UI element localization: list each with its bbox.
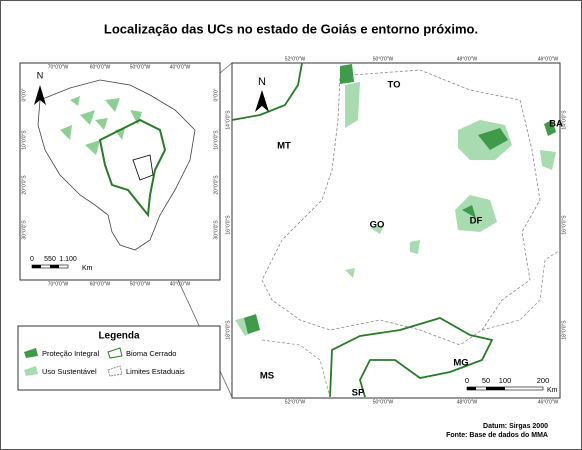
cerrado-edge <box>329 317 494 398</box>
state-limits <box>261 249 561 398</box>
lat-label: 10°0'0"S <box>213 130 219 150</box>
lon-label: 50°0'0"W <box>373 56 394 62</box>
lat-label: 18°0'0"S <box>225 320 231 340</box>
scale-label: 0 <box>465 376 469 385</box>
inset-north-arrow <box>34 85 46 105</box>
legend: Legenda Proteção Integral Bioma Cerrado … <box>17 325 221 391</box>
state-label: MG <box>453 358 468 369</box>
inset-map: N 70°0'0"W 70°0'0"W 60°0'0"W 60°0'0"W 50°0'0… <box>19 62 221 287</box>
legend-item: Limites Estaduais <box>126 367 185 376</box>
state-label: GO <box>370 220 385 231</box>
lat-label: 0°0'0" <box>21 88 27 101</box>
brazil-outline <box>37 79 196 251</box>
integral-units <box>244 64 556 334</box>
inset-units <box>60 96 142 155</box>
lon-label: 46°0'0"W <box>538 56 559 62</box>
lat-label: 14°0'0"S <box>225 110 231 130</box>
legend-swatch <box>107 347 123 359</box>
scale-label: 200 <box>537 376 550 385</box>
scale-label: 550 <box>44 256 56 263</box>
lon-label: 40°0'0"W <box>170 281 191 287</box>
legend-swatch <box>107 365 123 377</box>
lat-label: 16°0'0"S <box>225 215 231 235</box>
scale-bar <box>467 387 476 390</box>
lat-label: 20°0'0"S <box>213 175 219 195</box>
lon-label: 60°0'0"W <box>90 281 111 287</box>
state-label: SP <box>352 388 365 399</box>
lon-label: 70°0'0"W <box>48 281 69 287</box>
legend-swatch <box>24 348 38 358</box>
legend-title: Legenda <box>98 331 140 342</box>
cerrado-edge <box>231 62 303 121</box>
scale-label: 100 <box>499 376 512 385</box>
lon-label: 52°0'0"W <box>285 56 306 62</box>
lat-label: 10°0'0"S <box>21 130 27 150</box>
lon-label: 60°0'0"W <box>90 64 111 70</box>
scale-bar <box>32 265 41 268</box>
lon-label: 46°0'0"W <box>538 399 559 405</box>
scale-unit: Km <box>82 265 93 272</box>
lat-label: 14°0'0"S <box>561 110 567 130</box>
lon-label: 50°0'0"W <box>130 281 151 287</box>
lat-label: 20°0'0"S <box>21 175 27 195</box>
legend-item: Bioma Cerrado <box>126 349 176 358</box>
lat-label: 16°0'0"S <box>561 215 567 235</box>
state-label: MT <box>277 141 291 152</box>
scale-label: 50 <box>482 376 490 385</box>
lon-label: 48°0'0"W <box>457 399 478 405</box>
inset-cerrado <box>98 118 167 218</box>
lon-label: 48°0'0"W <box>457 56 478 62</box>
state-label: DF <box>470 216 483 227</box>
state-label: TO <box>387 80 400 91</box>
legend-box <box>17 325 221 391</box>
main-north: N <box>258 76 266 88</box>
lon-label: 40°0'0"W <box>170 64 191 70</box>
scale-label: 1.100 <box>59 256 77 263</box>
scale-bar <box>486 387 505 390</box>
title: Localização das UCs no estado de Goiás e… <box>104 21 478 36</box>
lon-label: 50°0'0"W <box>130 64 151 70</box>
inset-goias <box>132 154 154 181</box>
inset-north: N <box>37 70 44 80</box>
lat-label: 30°0'0"S <box>21 220 27 240</box>
scale-bar <box>50 265 59 268</box>
scale-label: 0 <box>30 256 34 263</box>
lat-label: 18°0'0"S <box>561 320 567 340</box>
state-label: BA <box>549 119 563 130</box>
lon-label: 70°0'0"W <box>48 64 69 70</box>
legend-item: Uso Sustentável <box>42 367 97 376</box>
lon-label: 52°0'0"W <box>285 399 306 405</box>
footer: Fonte: Base de dados do MMA <box>446 432 548 439</box>
legend-swatch <box>24 366 38 376</box>
legend-item: Proteção Integral <box>42 349 99 358</box>
lon-label: 50°0'0"W <box>373 399 394 405</box>
state-label: MS <box>260 371 274 382</box>
scale-unit: Km <box>547 387 558 394</box>
lat-label: 0°0'0" <box>213 88 219 101</box>
footer: Datum: Sirgas 2000 <box>483 423 548 430</box>
lat-label: 30°0'0"S <box>213 220 219 240</box>
main-north-arrow <box>255 90 269 112</box>
main-map: N MT TO BA GO DF MS MG SP 52°0'0"W 52°0'0"W 50°0'0… <box>225 56 567 405</box>
